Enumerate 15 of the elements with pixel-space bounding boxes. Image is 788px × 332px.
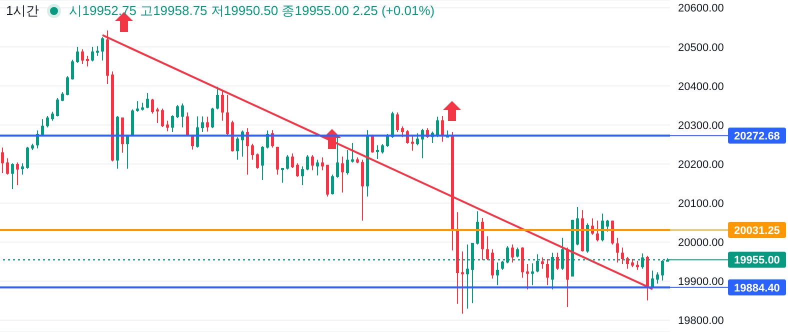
chart-subtitle: 시19952.75 고19958.75 저19950.50 종19955.00 2.25 (+0.01%) bbox=[69, 2, 435, 20]
y-tick-label: 20200.00 bbox=[678, 158, 724, 171]
y-tick-label: 20100.00 bbox=[678, 198, 724, 210]
ref-line-label: 20031.25 bbox=[734, 224, 780, 237]
y-tick-label: 19800.00 bbox=[678, 315, 724, 328]
y-tick-label: 20000.00 bbox=[678, 237, 724, 250]
chart-title: 1시간 bbox=[6, 2, 40, 20]
y-tick-label: 20600.00 bbox=[678, 2, 724, 15]
ref-line-label: 20272.68 bbox=[734, 130, 780, 143]
ref-line-label: 19955.00 bbox=[734, 254, 780, 267]
y-tick-label: 20500.00 bbox=[678, 42, 724, 54]
ref-line-label: 19884.40 bbox=[734, 282, 780, 294]
y-tick-label: 19900.00 bbox=[678, 276, 724, 288]
y-tick-label: 20300.00 bbox=[678, 120, 724, 132]
y-tick-label: 20400.00 bbox=[678, 80, 724, 93]
